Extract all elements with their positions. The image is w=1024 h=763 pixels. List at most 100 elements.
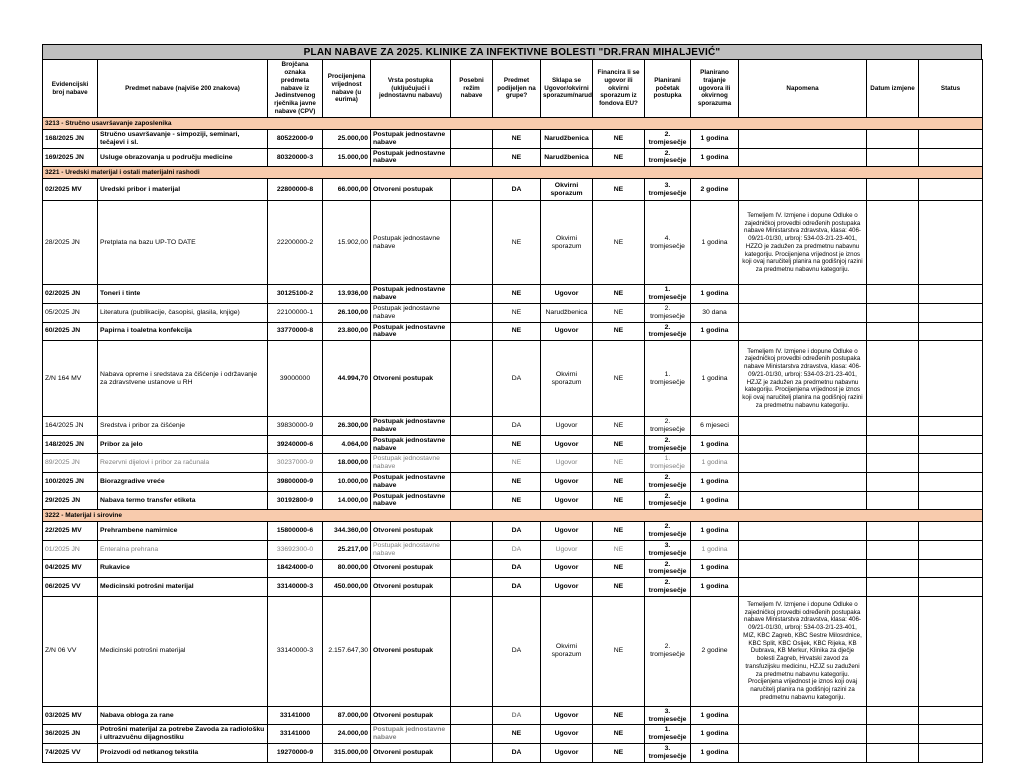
cell-podijeljen-na-grupe: NE	[492, 472, 541, 492]
cell-status	[918, 743, 983, 763]
cell-status	[918, 434, 983, 455]
cell-planirano-trajanje: 1 godina	[690, 724, 739, 745]
cell-financiranje-eu: NE	[592, 129, 645, 149]
cell-predmet-nabave: Rezervni dijelovi i pribor za računala	[97, 453, 268, 474]
cell-status	[918, 284, 983, 304]
column-header-napomena: Napomena	[738, 58, 867, 119]
cell-vrsta-postupka: Otvoreni postupak	[370, 705, 451, 726]
cell-procijenjena-vrijednost: 24.000,00	[322, 724, 371, 745]
cell-vrsta-postupka: Postupak jednostavne nabave	[370, 724, 451, 745]
cell-napomena	[738, 416, 867, 436]
cell-predmet-nabave: Nabava opreme i sredstava za čišćenje i …	[97, 340, 268, 418]
cell-procijenjena-vrijednost: 26.300,00	[322, 416, 371, 436]
column-header-status: Status	[918, 58, 983, 119]
cell-status	[918, 302, 983, 323]
cell-datum-izmjene	[866, 200, 919, 286]
cell-procijenjena-vrijednost: 23.800,00	[322, 321, 371, 342]
cell-napomena	[738, 490, 867, 511]
cell-cpv-oznaka: 33141000	[267, 705, 323, 726]
table-row: 100/2025 JN Biorazgradive vreće 39800000-9…	[42, 472, 983, 492]
cell-planirani-pocetak: 2. tromjesečje	[644, 302, 691, 323]
cell-napomena	[738, 472, 867, 492]
column-header-id: Evidencijski broj nabave	[42, 58, 98, 119]
cell-financiranje-eu: NE	[592, 416, 645, 436]
cell-podijeljen-na-grupe: DA	[492, 416, 541, 436]
table-header: Evidencijski broj nabave Predmet nabave (…	[42, 58, 983, 119]
table-row: 03/2025 MV Nabava obloga za rane 33141000 8…	[42, 705, 983, 726]
cell-posebni-rezim	[450, 453, 493, 474]
cell-status	[918, 321, 983, 342]
table-row: 168/2025 JN Stručno usavršavanje - simpoz…	[42, 129, 983, 149]
cell-financiranje-eu: NE	[592, 147, 645, 168]
cell-financiranje-eu: NE	[592, 321, 645, 342]
cell-financiranje-eu: NE	[592, 705, 645, 726]
cell-vrsta-postupka: Postupak jednostavne nabave	[370, 284, 451, 304]
cell-financiranje-eu: NE	[592, 595, 645, 707]
cell-napomena	[738, 178, 867, 202]
cell-datum-izmjene	[866, 302, 919, 323]
cell-datum-izmjene	[866, 147, 919, 168]
cell-financiranje-eu: NE	[592, 724, 645, 745]
section-row: 3213 - Stručno usavršavanje zaposlenika	[42, 117, 983, 131]
cell-posebni-rezim	[450, 321, 493, 342]
cell-sklapa-se: Ugovor	[540, 743, 593, 763]
cell-vrsta-postupka: Otvoreni postupak	[370, 340, 451, 418]
cell-planirani-pocetak: 1. tromjesečje	[644, 453, 691, 474]
cell-predmet-nabave: Stručno usavršavanje - simpoziji, semina…	[97, 129, 268, 149]
cell-napomena	[738, 302, 867, 323]
cell-cpv-oznaka: 39240000-6	[267, 434, 323, 455]
cell-evidencijski-broj: 169/2025 JN	[42, 147, 98, 168]
cell-cpv-oznaka: 19270000-9	[267, 743, 323, 763]
cell-sklapa-se: Ugovor	[540, 705, 593, 726]
cell-posebni-rezim	[450, 558, 493, 579]
cell-evidencijski-broj: Z/N 164 MV	[42, 340, 98, 418]
cell-podijeljen-na-grupe: NE	[492, 200, 541, 286]
cell-podijeljen-na-grupe: DA	[492, 705, 541, 726]
cell-datum-izmjene	[866, 178, 919, 202]
cell-posebni-rezim	[450, 521, 493, 541]
cell-vrsta-postupka: Otvoreni postupak	[370, 178, 451, 202]
cell-datum-izmjene	[866, 434, 919, 455]
cell-status	[918, 558, 983, 579]
cell-cpv-oznaka: 30125100-2	[267, 284, 323, 304]
cell-napomena	[738, 577, 867, 597]
cell-napomena	[738, 539, 867, 560]
section-row: 3221 - Uredski materijal i ostali materi…	[42, 166, 983, 180]
cell-predmet-nabave: Nabava termo transfer etiketa	[97, 490, 268, 511]
cell-financiranje-eu: NE	[592, 539, 645, 560]
cell-napomena	[738, 558, 867, 579]
cell-predmet-nabave: Nabava obloga za rane	[97, 705, 268, 726]
cell-cpv-oznaka: 30237000-9	[267, 453, 323, 474]
cell-evidencijski-broj: 60/2025 JN	[42, 321, 98, 342]
cell-datum-izmjene	[866, 490, 919, 511]
cell-planirani-pocetak: 2. tromjesečje	[644, 321, 691, 342]
cell-financiranje-eu: NE	[592, 521, 645, 541]
cell-posebni-rezim	[450, 705, 493, 726]
cell-cpv-oznaka: 22200000-2	[267, 200, 323, 286]
cell-status	[918, 490, 983, 511]
cell-napomena: Temeljem IV. Izmjene i dopune Odluke o z…	[738, 595, 867, 707]
cell-vrsta-postupka: Otvoreni postupak	[370, 743, 451, 763]
cell-financiranje-eu: NE	[592, 558, 645, 579]
cell-financiranje-eu: NE	[592, 284, 645, 304]
table-row: 05/2025 JN Literatura (publikacije, časop…	[42, 302, 983, 323]
cell-vrsta-postupka: Postupak jednostavne nabave	[370, 200, 451, 286]
cell-evidencijski-broj: 148/2025 JN	[42, 434, 98, 455]
cell-planirani-pocetak: 2. tromjesečje	[644, 558, 691, 579]
table-row: 06/2025 VV Medicinski potrošni materijal 3…	[42, 577, 983, 597]
cell-podijeljen-na-grupe: DA	[492, 595, 541, 707]
cell-financiranje-eu: NE	[592, 490, 645, 511]
section-row: 3222 - Materijal i sirovine	[42, 509, 983, 523]
table-row: 36/2025 JN Potrošni materijal za potrebe …	[42, 724, 983, 745]
table-row: 164/2025 JN Sredstva i pribor za čišćenje…	[42, 416, 983, 436]
cell-cpv-oznaka: 33140000-3	[267, 577, 323, 597]
cell-procijenjena-vrijednost: 450.000,00	[322, 577, 371, 597]
cell-napomena	[738, 129, 867, 149]
cell-podijeljen-na-grupe: DA	[492, 539, 541, 560]
cell-cpv-oznaka: 33770000-8	[267, 321, 323, 342]
cell-planirano-trajanje: 1 godina	[690, 340, 739, 418]
cell-planirani-pocetak: 3. tromjesečje	[644, 705, 691, 726]
cell-sklapa-se: Narudžbenica	[540, 302, 593, 323]
cell-procijenjena-vrijednost: 25.000,00	[322, 129, 371, 149]
column-header-vrijednost: Procijenjena vrijednost nabave (u eurima…	[322, 58, 371, 119]
